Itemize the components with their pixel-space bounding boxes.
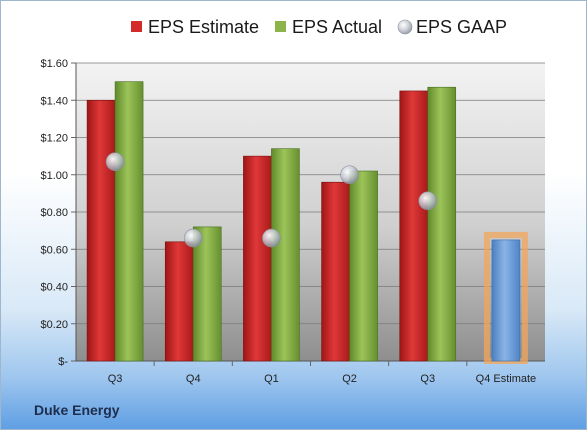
point-eps-gaap bbox=[183, 228, 203, 248]
legend-eps-gaap-label: EPS GAAP bbox=[416, 17, 507, 37]
bar-eps-estimate bbox=[86, 99, 116, 362]
bar-q4-estimate bbox=[491, 239, 521, 362]
y-tick-label: $- bbox=[58, 356, 68, 368]
bar-eps-actual bbox=[349, 170, 378, 362]
bar-eps-actual bbox=[427, 86, 457, 362]
x-tick-label: Q4 bbox=[186, 373, 201, 385]
bar-eps-estimate bbox=[243, 155, 272, 362]
point-eps-gaap bbox=[105, 152, 125, 172]
bar-eps-estimate bbox=[399, 90, 429, 362]
legend-eps-actual-swatch bbox=[275, 21, 286, 32]
point-eps-gaap bbox=[262, 228, 281, 248]
legend-eps-estimate-swatch bbox=[131, 21, 142, 32]
y-tick-label: $0.80 bbox=[40, 207, 68, 219]
y-tick-label: $1.60 bbox=[40, 58, 68, 70]
bar-eps-estimate bbox=[321, 181, 350, 362]
y-tick-label: $0.40 bbox=[40, 282, 68, 294]
bar-eps-actual bbox=[192, 226, 222, 362]
legend-eps-estimate-label: EPS Estimate bbox=[148, 17, 259, 37]
bar-eps-estimate bbox=[164, 241, 194, 362]
bar-eps-actual bbox=[271, 148, 300, 362]
x-tick-label: Q4 Estimate bbox=[476, 373, 537, 385]
y-tick-label: $0.60 bbox=[40, 244, 68, 256]
x-tick-label: Q3 bbox=[420, 373, 435, 385]
y-tick-label: $1.00 bbox=[40, 170, 68, 182]
x-tick-label: Q3 bbox=[108, 373, 123, 385]
x-tick-label: Q1 bbox=[264, 373, 279, 385]
y-tick-label: $1.20 bbox=[40, 133, 68, 145]
bar-eps-actual bbox=[114, 81, 144, 362]
x-tick-label: Q2 bbox=[342, 373, 357, 385]
y-tick-label: $0.20 bbox=[40, 319, 68, 331]
legend-eps-gaap-swatch bbox=[397, 19, 413, 35]
point-eps-gaap bbox=[418, 191, 438, 211]
company-name: Duke Energy bbox=[34, 402, 120, 418]
legend-eps-actual-label: EPS Actual bbox=[292, 17, 382, 37]
point-eps-gaap bbox=[340, 165, 359, 185]
y-tick-label: $1.40 bbox=[40, 95, 68, 107]
